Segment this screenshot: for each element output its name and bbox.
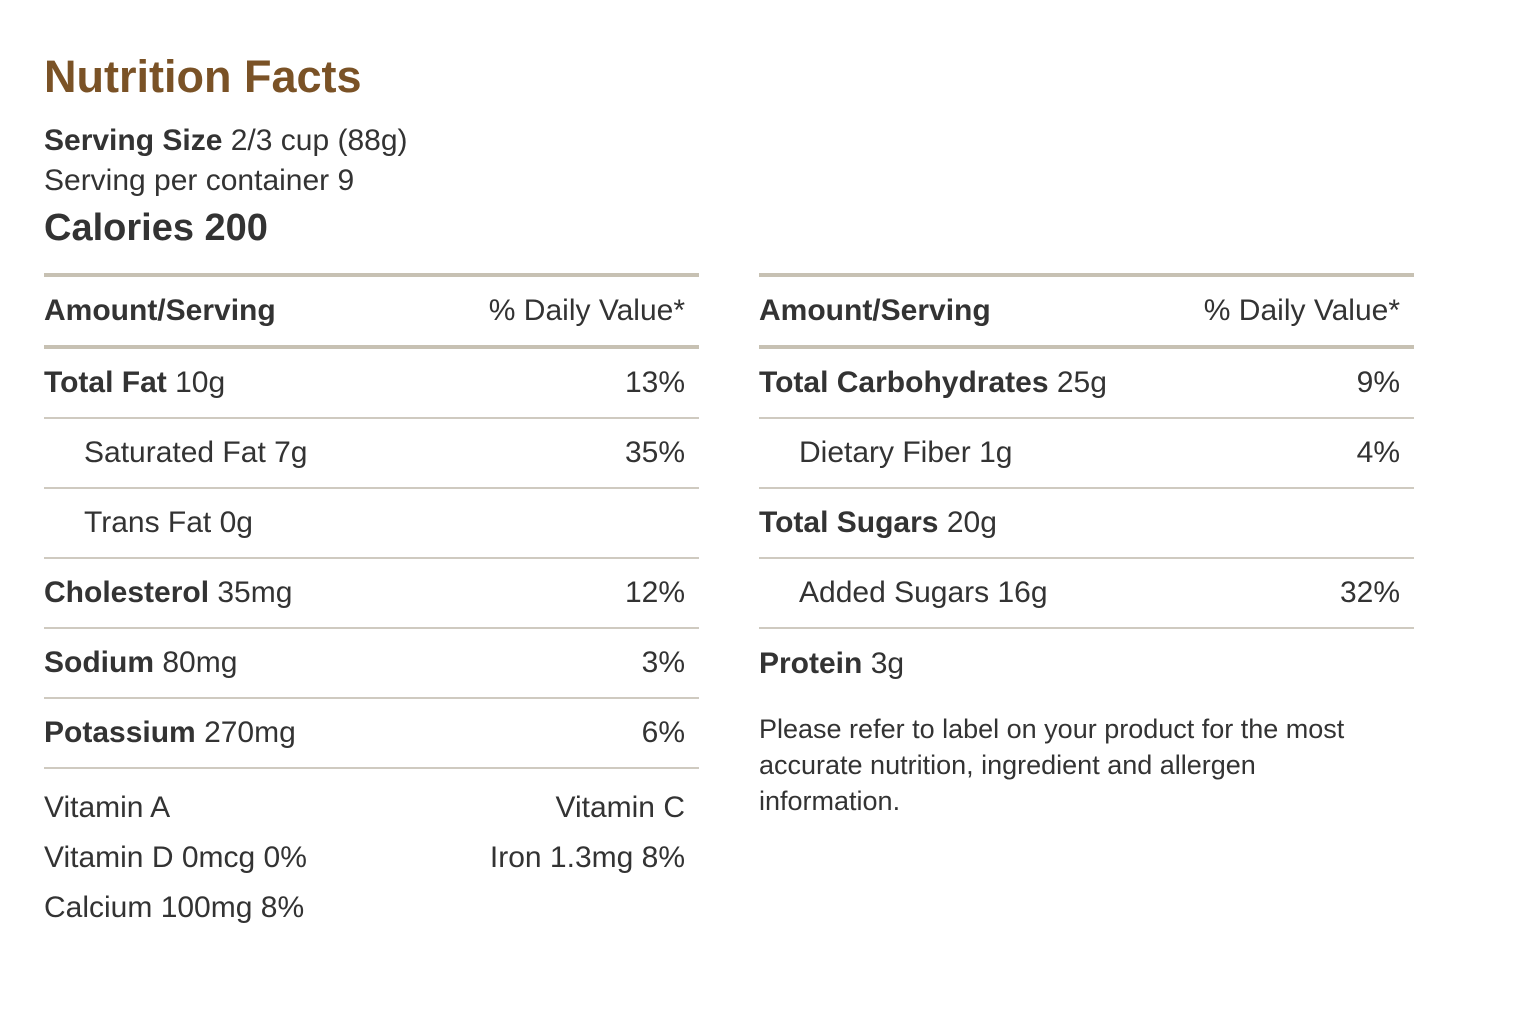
amount-serving-header: Amount/Serving: [44, 294, 276, 327]
nutrient-row-total-carbohydrates: Total Carbohydrates 25g 9%: [759, 349, 1414, 419]
nutrient-percent: 6%: [641, 716, 685, 749]
calcium: Calcium 100mg 8%: [44, 891, 305, 924]
nutrient-row-sodium: Sodium 80mg 3%: [44, 629, 699, 699]
nutrient-percent: 4%: [1356, 436, 1400, 469]
nutrient-row-protein: Protein 3g: [759, 629, 1414, 699]
nutrient-table-left: Amount/Serving % Daily Value* Total Fat …: [44, 273, 699, 933]
nutrient-label: Protein 3g: [759, 647, 905, 680]
nutrient-row-saturated-fat: Saturated Fat 7g 35%: [44, 419, 699, 489]
vitamins-list: Vitamin A Vitamin C Vitamin D 0mcg 0% Ir…: [44, 783, 699, 933]
table-header: Amount/Serving % Daily Value*: [759, 273, 1414, 349]
amount-serving-header: Amount/Serving: [759, 294, 991, 327]
serving-size: Serving Size 2/3 cup (88g): [44, 122, 408, 160]
nutrient-row-potassium: Potassium 270mg 6%: [44, 699, 699, 769]
nutrient-label: Total Fat 10g: [44, 366, 226, 399]
nutrient-label: Cholesterol 35mg: [44, 576, 293, 609]
nutrient-label: Trans Fat 0g: [84, 506, 253, 539]
serving-size-value: 2/3 cup (88g): [230, 124, 408, 157]
vitamin-line: Calcium 100mg 8%: [44, 883, 699, 933]
nutrient-percent: 32%: [1339, 576, 1400, 609]
page-title: Nutrition Facts: [44, 51, 362, 102]
daily-value-header: % Daily Value*: [1203, 294, 1400, 327]
nutrient-row-total-fat: Total Fat 10g 13%: [44, 349, 699, 419]
calories: Calories 200: [44, 207, 268, 249]
nutrient-label: Total Sugars 20g: [759, 506, 997, 539]
disclaimer-text: Please refer to label on your product fo…: [759, 714, 1345, 816]
servings-per-container: Serving per container 9: [44, 164, 355, 197]
nutrient-row-dietary-fiber: Dietary Fiber 1g 4%: [759, 419, 1414, 489]
table-header: Amount/Serving % Daily Value*: [44, 273, 699, 349]
nutrient-label: Saturated Fat 7g: [84, 436, 308, 469]
serving-size-label: Serving Size: [44, 124, 223, 157]
iron: Iron 1.3mg 8%: [489, 841, 685, 874]
nutrient-percent: 9%: [1356, 366, 1400, 399]
nutrient-percent: 3%: [641, 646, 685, 679]
vitamin-d: Vitamin D 0mcg 0%: [44, 841, 307, 874]
nutrient-label: Added Sugars 16g: [799, 576, 1048, 609]
vitamin-c: Vitamin C: [555, 791, 686, 824]
nutrient-percent: 12%: [624, 576, 685, 609]
nutrient-row-total-sugars: Total Sugars 20g: [759, 489, 1414, 559]
nutrient-row-added-sugars: Added Sugars 16g 32%: [759, 559, 1414, 629]
vitamin-a: Vitamin A: [44, 791, 171, 824]
nutrient-label: Dietary Fiber 1g: [799, 436, 1013, 469]
nutrient-label: Sodium 80mg: [44, 646, 238, 679]
daily-value-header: % Daily Value*: [488, 294, 685, 327]
nutrient-label: Total Carbohydrates 25g: [759, 366, 1107, 399]
nutrient-percent: 13%: [624, 366, 685, 399]
vitamin-line: Vitamin D 0mcg 0% Iron 1.3mg 8%: [44, 833, 699, 883]
nutrient-percent: 35%: [624, 436, 685, 469]
vitamin-line: Vitamin A Vitamin C: [44, 783, 699, 833]
nutrient-row-trans-fat: Trans Fat 0g: [44, 489, 699, 559]
nutrient-row-cholesterol: Cholesterol 35mg 12%: [44, 559, 699, 629]
nutrient-label: Potassium 270mg: [44, 716, 296, 749]
nutrient-table-right: Amount/Serving % Daily Value* Total Carb…: [759, 273, 1414, 819]
